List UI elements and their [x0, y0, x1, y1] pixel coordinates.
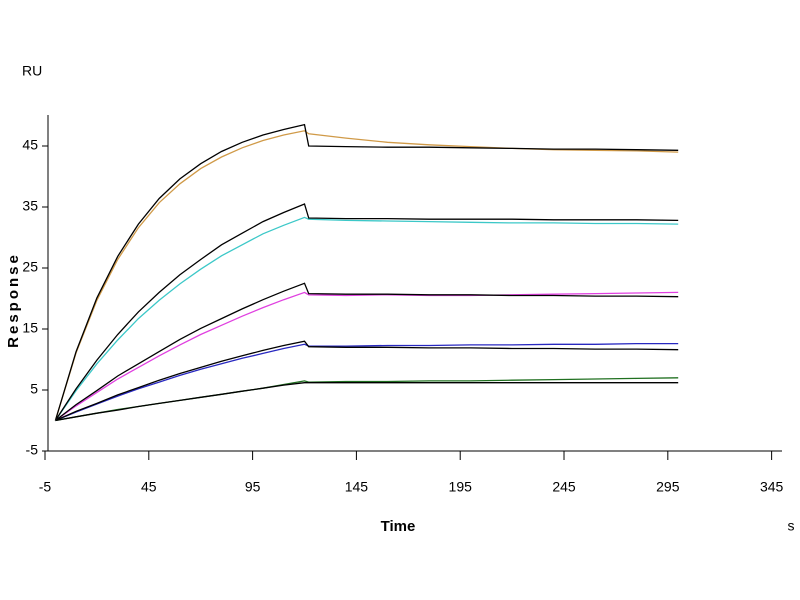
x-tick-label: 345 — [760, 479, 784, 495]
y-tick-label: 15 — [22, 320, 38, 336]
y-tick-label: 5 — [30, 381, 38, 397]
x-axis-title: Time — [381, 518, 416, 535]
sensorgram-line — [55, 282, 679, 422]
sensorgram-line — [55, 342, 679, 422]
sensorgram-line — [55, 382, 679, 422]
y-unit: RU — [22, 63, 42, 79]
x-tick-label: 245 — [552, 479, 576, 495]
x-unit: s — [788, 518, 795, 534]
x-tick-label: -5 — [39, 479, 52, 495]
y-tick-label: -5 — [26, 442, 39, 458]
x-tick-label: 45 — [141, 479, 157, 495]
y-tick-label: 25 — [22, 259, 38, 275]
y-axis-title: Response — [5, 252, 22, 348]
sensorgram-line — [54, 130, 679, 421]
y-tick-label: 45 — [22, 137, 38, 153]
sensorgram-line — [55, 291, 679, 422]
sensorgram-line — [54, 123, 679, 421]
sensorgram-line — [54, 203, 679, 421]
x-tick-label: 295 — [656, 479, 680, 495]
x-tick-label: 195 — [449, 479, 473, 495]
sensorgram-line — [54, 216, 679, 421]
y-tick-label: 35 — [22, 198, 38, 214]
x-tick-label: 145 — [345, 479, 369, 495]
x-tick-label: 95 — [245, 479, 261, 495]
sensorgram-line — [55, 340, 679, 422]
